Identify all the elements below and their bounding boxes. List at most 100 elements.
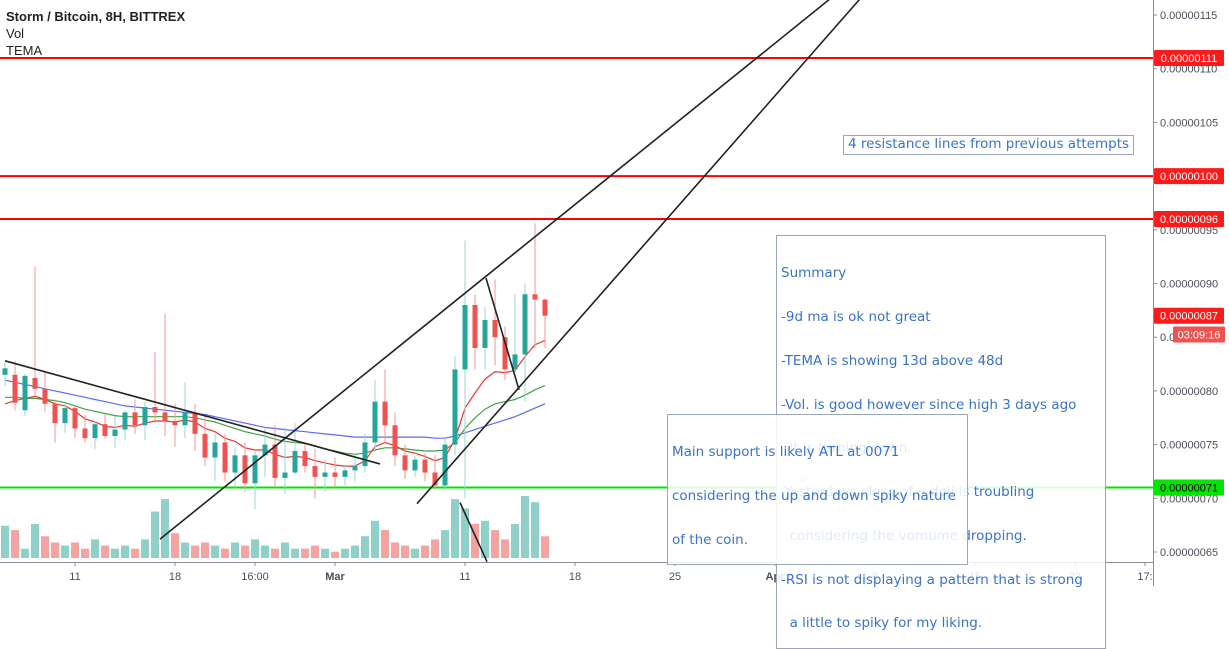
volume-bar bbox=[111, 548, 119, 558]
volume-pane bbox=[1, 496, 549, 558]
volume-bar bbox=[21, 548, 29, 558]
price-badge bbox=[1154, 168, 1224, 185]
volume-bar bbox=[161, 499, 169, 558]
candle-body bbox=[512, 354, 518, 370]
candle-body bbox=[422, 459, 428, 473]
price-tick-label: 0.00000105 bbox=[1160, 117, 1218, 129]
volume-bar bbox=[51, 542, 59, 558]
candle-body bbox=[32, 378, 38, 389]
volume-bar bbox=[391, 542, 399, 558]
candle-body bbox=[482, 320, 488, 348]
support-note-line: of the coin. bbox=[672, 531, 749, 548]
volume-bar bbox=[201, 542, 209, 558]
price-badge-label: 0.00000100 bbox=[1160, 171, 1218, 183]
candle-body bbox=[282, 472, 288, 478]
volume-bar bbox=[431, 539, 439, 558]
price-badge bbox=[1173, 326, 1225, 343]
candle-body bbox=[302, 451, 308, 467]
candle-body bbox=[2, 368, 8, 375]
volume-bar bbox=[271, 548, 279, 558]
candle-body bbox=[402, 455, 408, 471]
trendline bbox=[485, 277, 520, 391]
candle-body bbox=[72, 408, 78, 429]
candle-body bbox=[92, 424, 98, 439]
summary-line: Summary bbox=[781, 265, 847, 282]
volume-bar bbox=[491, 530, 499, 558]
volume-bar bbox=[61, 545, 69, 558]
volume-bar bbox=[251, 539, 259, 558]
candle-body bbox=[292, 451, 298, 473]
time-tick-label: 11 bbox=[459, 571, 470, 583]
volume-bar bbox=[221, 548, 229, 558]
volume-bar bbox=[331, 551, 339, 558]
candle-body bbox=[542, 299, 548, 316]
volume-bar bbox=[451, 499, 459, 558]
volume-bar bbox=[131, 548, 139, 558]
volume-bar bbox=[301, 548, 309, 558]
candle-body bbox=[322, 472, 328, 477]
candle-body bbox=[162, 412, 168, 421]
chart-legend[interactable]: Storm / Bitcoin, 8H, BITTREX Vol TEMA bbox=[6, 8, 185, 59]
resistance-note[interactable]: 4 resistance lines from previous attempt… bbox=[843, 135, 1135, 155]
volume-bar bbox=[81, 548, 89, 558]
indicator-vol[interactable]: Vol bbox=[6, 26, 25, 41]
trendline bbox=[159, 0, 830, 540]
time-tick-label: 25 bbox=[669, 571, 681, 583]
volume-bar bbox=[381, 530, 389, 558]
candle-body bbox=[22, 375, 28, 411]
candle-body bbox=[532, 294, 538, 300]
volume-bar bbox=[521, 496, 529, 558]
price-tick-label: 0.00000080 bbox=[1160, 386, 1218, 398]
price-badge bbox=[1154, 307, 1224, 324]
candle-body bbox=[312, 466, 318, 477]
volume-bar bbox=[541, 536, 549, 558]
candle-body bbox=[62, 408, 68, 424]
trendline bbox=[459, 502, 488, 562]
volume-bar bbox=[441, 530, 449, 558]
price-tick-label: 0.00000075 bbox=[1160, 440, 1218, 452]
trendlines[interactable] bbox=[4, 0, 861, 562]
candle-body bbox=[222, 442, 228, 473]
candle-body bbox=[152, 407, 158, 413]
volume-bar bbox=[481, 520, 489, 558]
price-badge bbox=[1154, 211, 1224, 228]
support-note[interactable]: Main support is likely ATL at 0071 consi… bbox=[667, 414, 968, 565]
candle-body bbox=[112, 429, 118, 437]
candle-body bbox=[372, 401, 378, 443]
volume-bar bbox=[181, 542, 189, 558]
indicator-tema[interactable]: TEMA bbox=[6, 43, 43, 58]
price-badge bbox=[1154, 479, 1224, 496]
candle-body bbox=[82, 428, 88, 439]
price-tick-label: 0.00000090 bbox=[1160, 279, 1218, 291]
candle-body bbox=[522, 294, 528, 355]
volume-bar bbox=[211, 545, 219, 558]
volume-bar bbox=[31, 523, 39, 558]
time-tick-label: 18 bbox=[169, 571, 181, 583]
candle-body bbox=[212, 442, 218, 458]
price-badge-label: 03:09:16 bbox=[1178, 330, 1221, 342]
candle-body bbox=[232, 455, 238, 473]
candle-body bbox=[412, 459, 418, 471]
symbol-title[interactable]: Storm / Bitcoin, 8H, BITTREX bbox=[6, 9, 186, 24]
trendline bbox=[416, 0, 861, 505]
volume-bar bbox=[231, 542, 239, 558]
volume-bar bbox=[461, 508, 469, 558]
volume-bar bbox=[101, 545, 109, 558]
summary-line: -RSI is not displaying a pattern that is… bbox=[781, 571, 1083, 588]
volume-bar bbox=[41, 536, 49, 558]
candle-body bbox=[332, 472, 338, 477]
time-tick-label: Mar bbox=[325, 571, 345, 583]
price-badge-label: 0.00000087 bbox=[1160, 311, 1218, 323]
volume-bar bbox=[511, 523, 519, 558]
price-tick-label: 0.00000095 bbox=[1160, 225, 1218, 237]
candle-body bbox=[202, 433, 208, 458]
price-axis[interactable]: 0.00000065 0.00000070 0.00000075 0.00000080… bbox=[1153, 0, 1229, 586]
candle-body bbox=[272, 444, 278, 478]
candle-body bbox=[342, 470, 348, 477]
volume-bar bbox=[241, 545, 249, 558]
volume-bar bbox=[291, 548, 299, 558]
volume-bar bbox=[471, 523, 479, 558]
candle-body bbox=[262, 444, 268, 456]
candle-body bbox=[42, 388, 48, 404]
candle-body bbox=[142, 407, 148, 426]
